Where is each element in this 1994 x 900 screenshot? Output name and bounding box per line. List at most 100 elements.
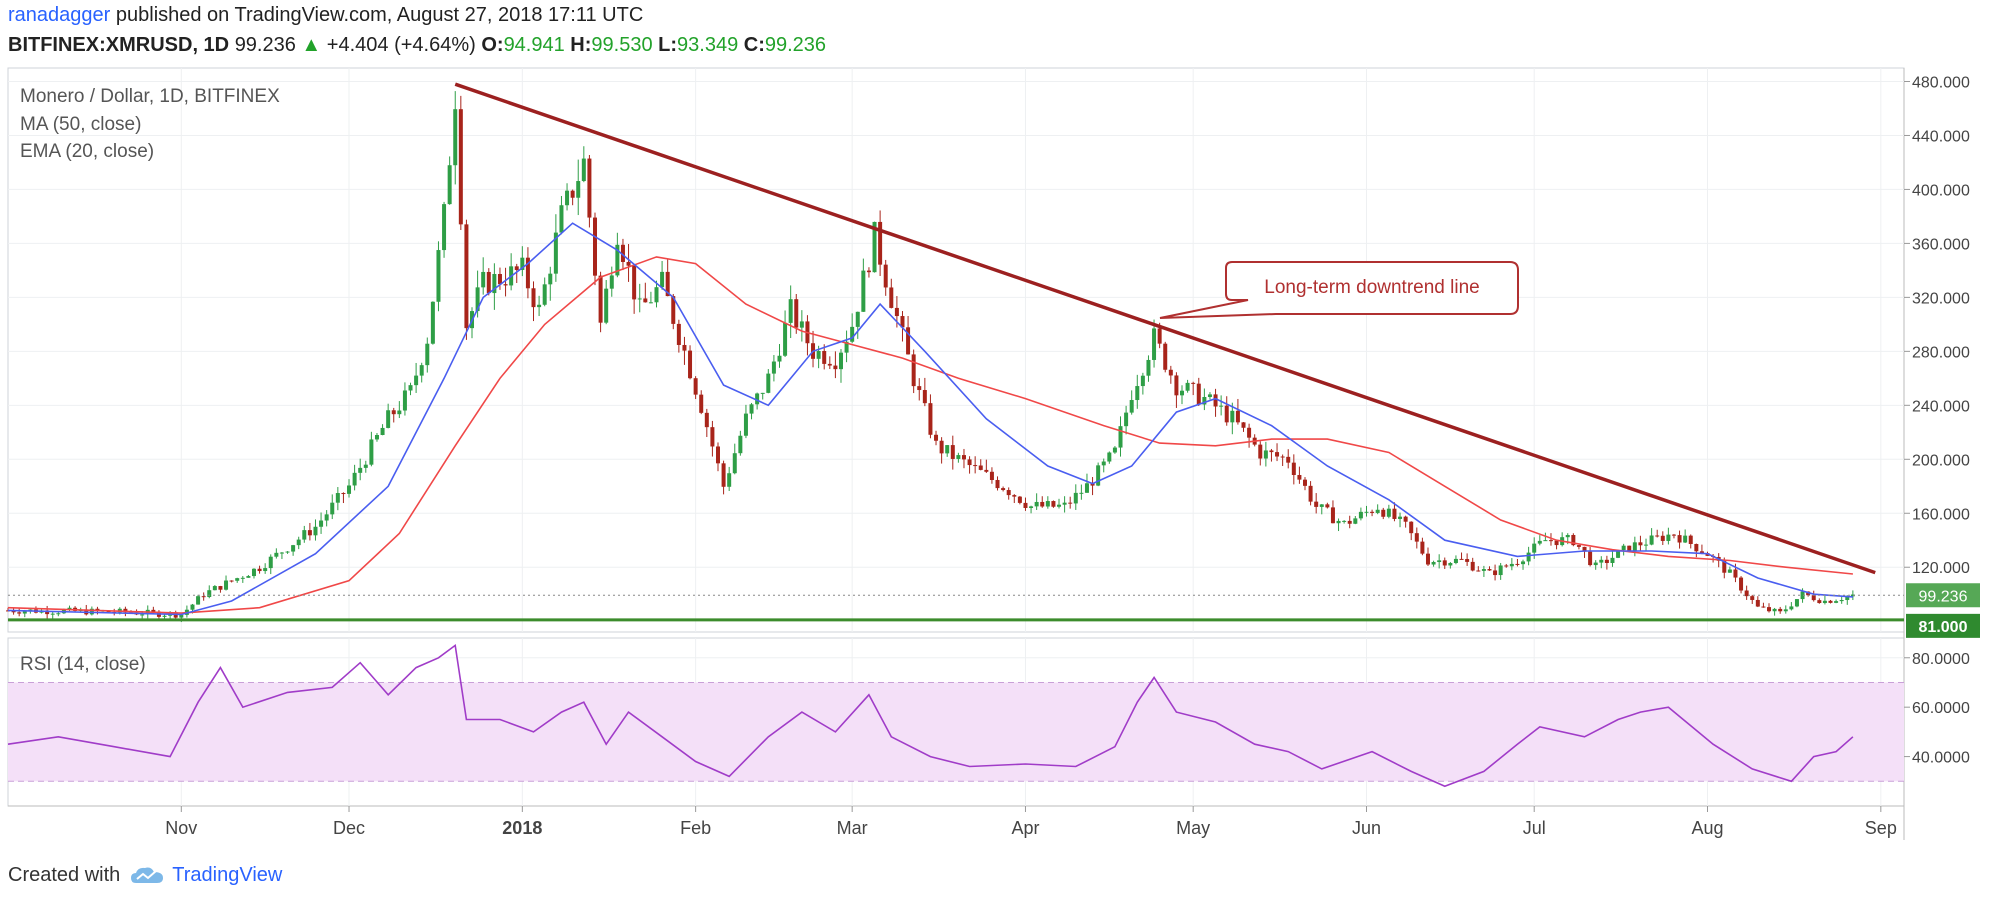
candle-body: [1017, 496, 1022, 503]
candle-body: [1772, 608, 1777, 612]
tradingview-link[interactable]: TradingView: [130, 864, 282, 887]
candlestick-series: [6, 91, 1855, 623]
candle-body: [671, 296, 676, 324]
candle-body: [1207, 394, 1212, 398]
open-label: O:: [481, 34, 504, 56]
candle-body: [1213, 394, 1218, 407]
candle-body: [1576, 545, 1581, 547]
candle-body: [799, 321, 804, 328]
candle-body: [1739, 577, 1744, 591]
candle-body: [1778, 608, 1783, 612]
rsi-axis-ticks: 80.0000 60.0000 40.0000: [1904, 651, 1970, 767]
candle-body: [654, 287, 659, 303]
candle-body: [559, 205, 564, 233]
candle-body: [794, 299, 799, 328]
candle-body: [1325, 504, 1330, 508]
candle-body: [1235, 410, 1240, 423]
last-price-badge-bg: [1906, 583, 1980, 608]
ma50-series-line: [7, 256, 1853, 614]
candle-body: [1045, 501, 1050, 507]
candle-body: [1219, 405, 1224, 407]
candle-body: [1811, 595, 1816, 601]
candle-body: [1280, 456, 1285, 458]
candle-body: [1420, 541, 1425, 554]
candle-body: [738, 435, 743, 454]
candle-body: [1146, 359, 1151, 376]
candle-body: [967, 459, 972, 466]
price-tick-label: 440.000: [1912, 128, 1970, 145]
candle-body: [352, 472, 357, 486]
publish-header: ranadagger published on TradingView.com,…: [8, 4, 643, 27]
candle-body: [380, 427, 385, 435]
candle-body: [537, 304, 542, 308]
candle-body: [1247, 427, 1252, 438]
candle-body: [1263, 450, 1268, 459]
price-axis-ticks: 480.000 440.000 400.000 360.000 320.000 280.0…: [1904, 74, 1970, 577]
candle-body: [520, 257, 525, 270]
price-pane-frame: [7, 67, 1905, 633]
candle-body: [1470, 561, 1475, 571]
candle-body: [1364, 511, 1369, 513]
candle-body: [1588, 551, 1593, 566]
candle-body: [1174, 375, 1179, 396]
candle-body: [934, 434, 939, 441]
candle-body: [878, 221, 883, 265]
candle-body: [1722, 560, 1727, 573]
symbol-header: BITFINEX:XMRUSD, 1D 99.236 ▲ +4.404 (+4.…: [8, 34, 826, 57]
candle-body: [1124, 412, 1129, 427]
candle-body: [1330, 507, 1335, 524]
candle-body: [229, 580, 234, 582]
candle-body: [1767, 607, 1772, 612]
candle-body: [425, 343, 430, 366]
candle-body: [1057, 504, 1062, 507]
rsi-tick-label: 80.0000: [1912, 651, 1970, 668]
candle-body: [637, 298, 642, 300]
candle-body: [1040, 501, 1045, 507]
rsi-band-fill: [8, 682, 1904, 782]
candle-body: [922, 390, 927, 404]
candle-body: [285, 551, 290, 553]
candle-body: [89, 608, 94, 615]
candle-body: [542, 284, 547, 305]
candle-body: [22, 611, 27, 614]
time-tick-label: Jul: [1523, 818, 1546, 838]
close-label: C:: [743, 34, 765, 56]
price-grid: [8, 68, 1904, 632]
candle-body: [1392, 508, 1397, 519]
candle-body: [838, 352, 843, 370]
candle-body: [643, 298, 648, 303]
price-tick-label: 240.000: [1912, 398, 1970, 415]
candle-body: [307, 530, 312, 536]
candle-body: [1241, 422, 1246, 428]
candle-body: [676, 323, 681, 345]
last-price-badge-text: 99.236: [1919, 588, 1968, 605]
author-link[interactable]: ranadagger: [8, 4, 111, 26]
candle-body: [1230, 410, 1235, 423]
candle-body: [743, 413, 748, 436]
candle-body: [1459, 558, 1464, 560]
candle-body: [1521, 561, 1526, 565]
candle-body: [335, 493, 340, 503]
candle-body: [224, 580, 229, 590]
candle-body: [894, 307, 899, 317]
candle-body: [693, 378, 698, 395]
support-badge: 81.000: [1906, 613, 1980, 638]
candle-body: [710, 427, 715, 447]
candle-body: [1789, 606, 1794, 610]
candle-body: [1286, 456, 1291, 463]
candle-body: [699, 394, 704, 413]
candle-body: [615, 244, 620, 276]
candle-body: [1834, 601, 1839, 603]
candle-body: [1297, 475, 1302, 480]
candle-body: [1632, 542, 1637, 552]
candle-body: [525, 257, 530, 289]
candle-body: [1353, 518, 1358, 524]
candle-body: [1112, 447, 1117, 453]
candle-body: [45, 610, 50, 615]
price-tick-label: 400.000: [1912, 182, 1970, 199]
candle-body: [682, 344, 687, 351]
candle-body: [257, 568, 262, 572]
candle-body: [442, 204, 447, 251]
candle-body: [1744, 590, 1749, 597]
